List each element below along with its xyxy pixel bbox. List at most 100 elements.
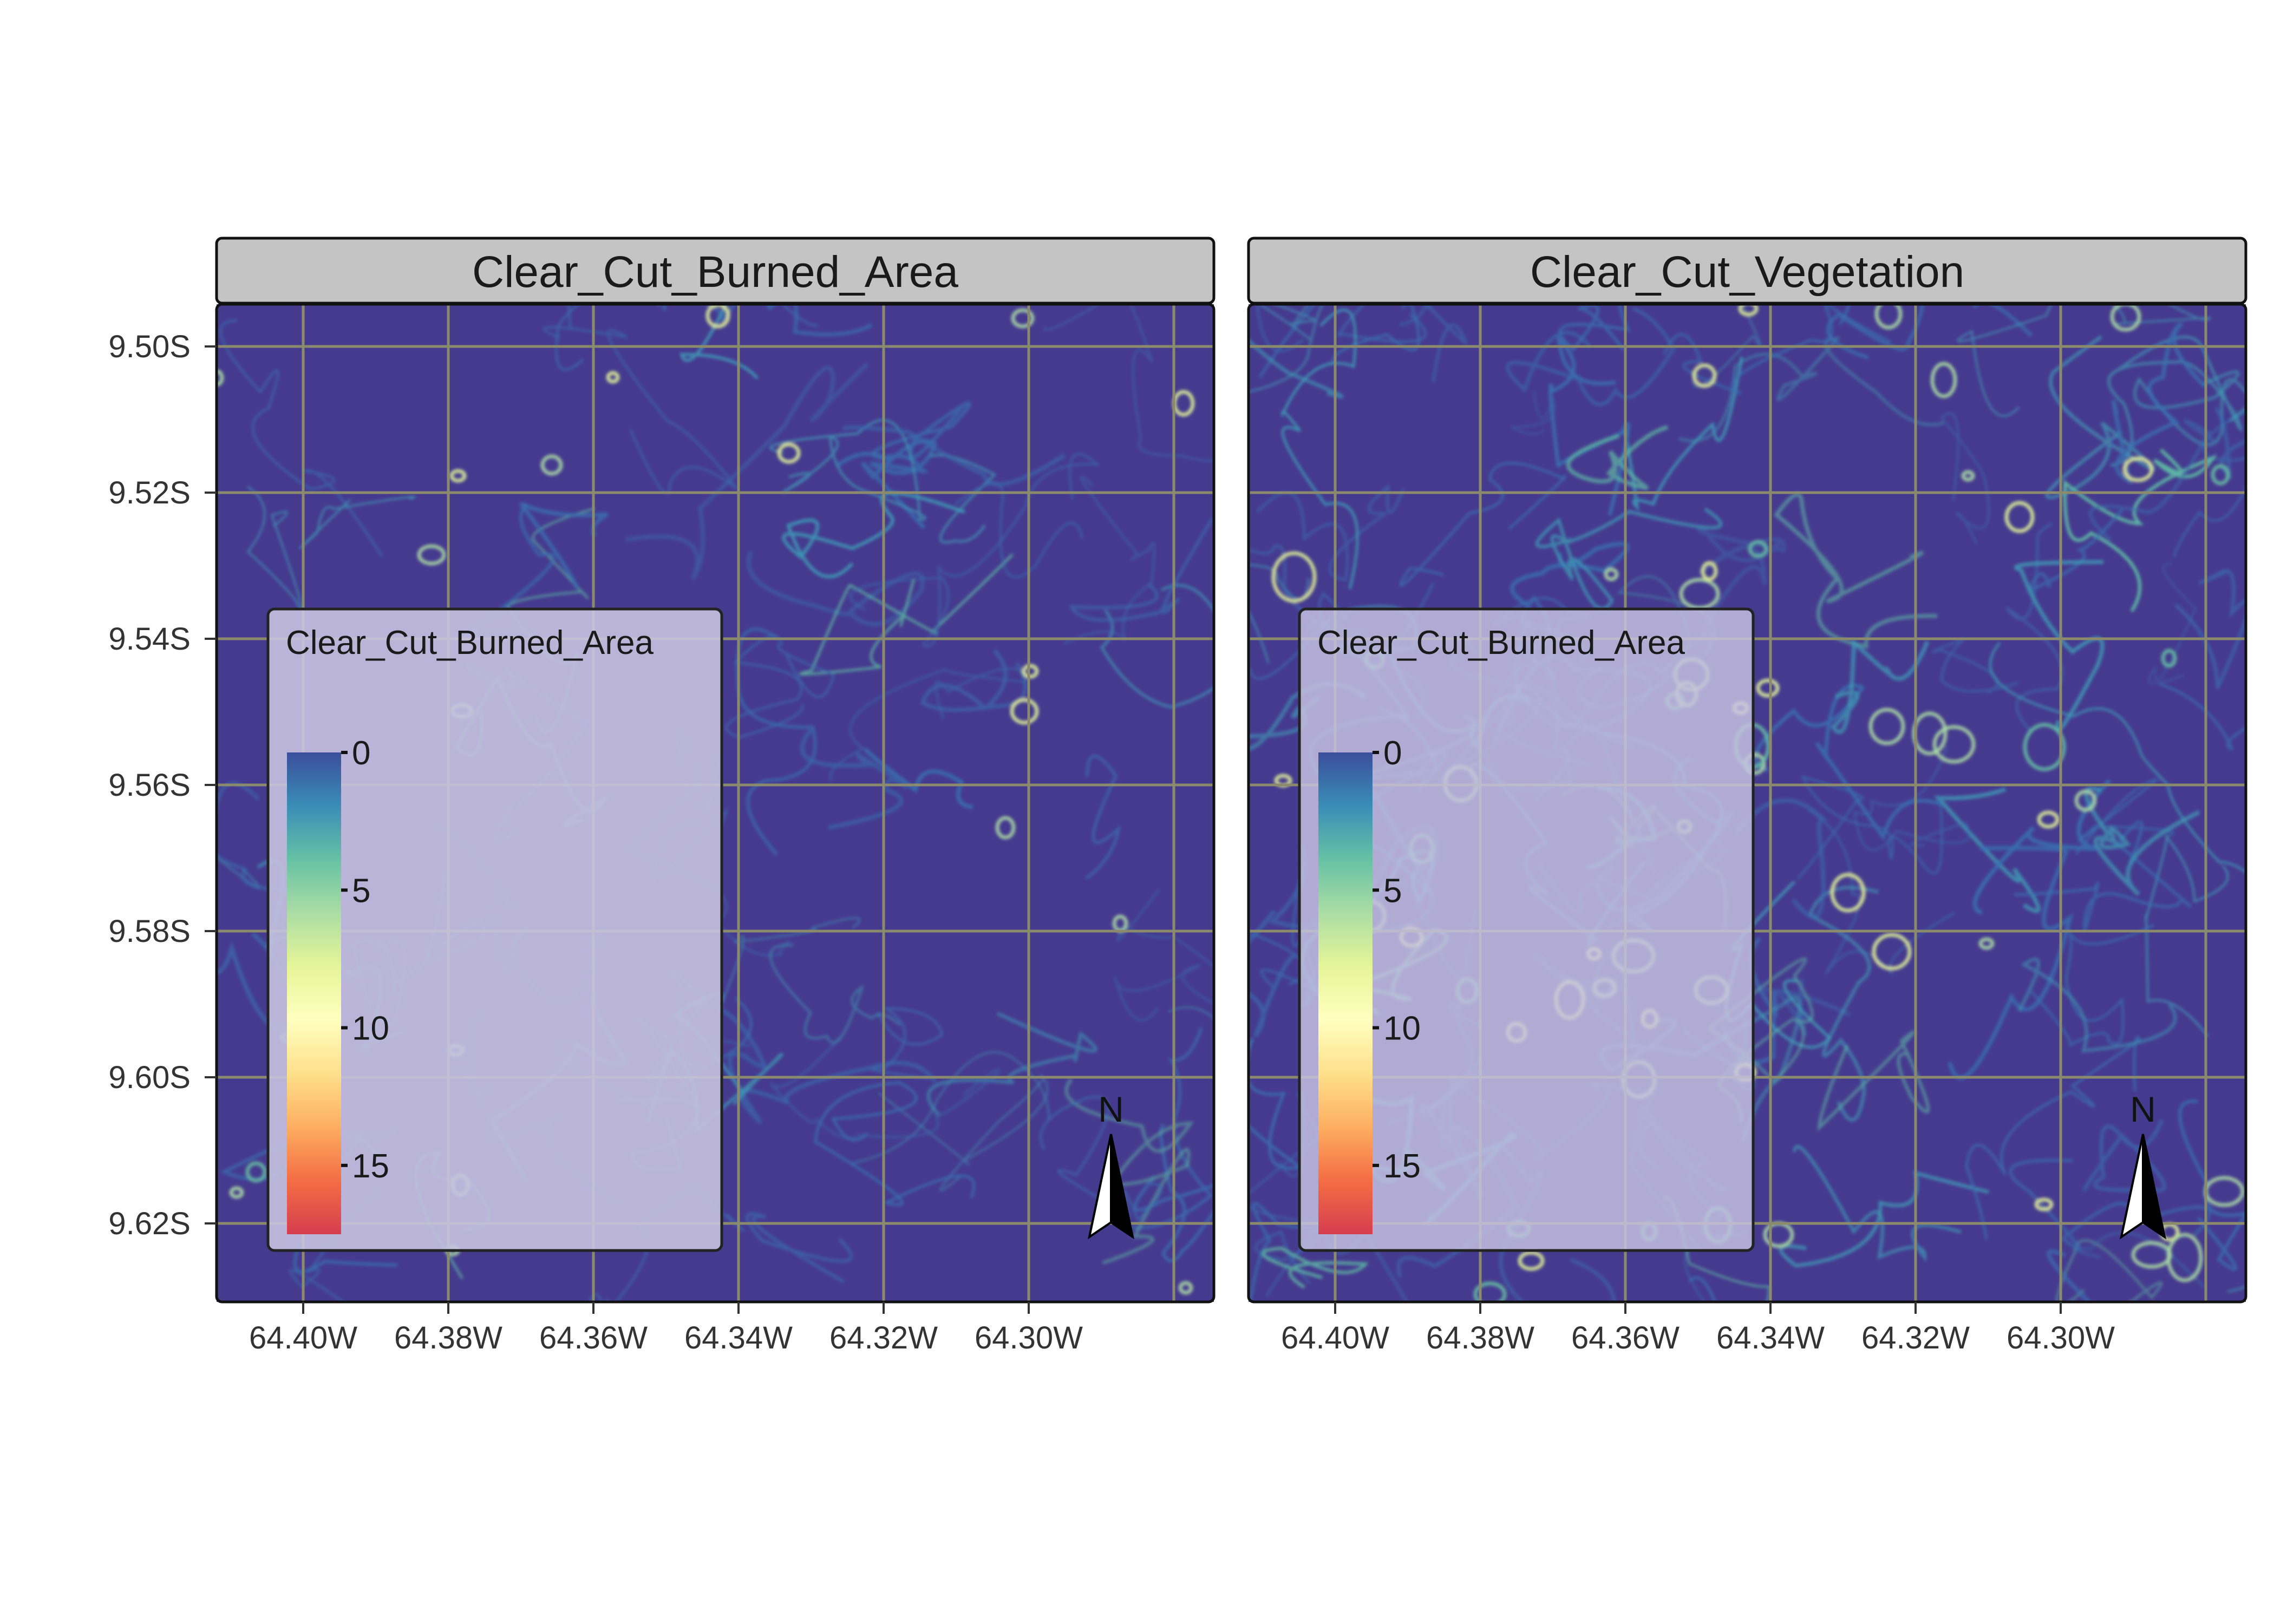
raster-patch — [1912, 711, 1948, 756]
raster-patch — [1830, 873, 1866, 913]
raster-channel — [1043, 304, 1214, 462]
raster-channel — [1506, 307, 1676, 407]
raster-patch — [1961, 470, 1975, 482]
raster-channel — [851, 1051, 1050, 1164]
raster-channel — [1063, 476, 1155, 645]
raster-patch — [606, 371, 620, 384]
raster-channel — [782, 491, 966, 579]
raster-channel — [1558, 304, 1631, 351]
x-axis-left: 64.40W 64.38W 64.36W 64.34W 64.32W 64.30W — [249, 1302, 1083, 1355]
x-tick-label: 64.34W — [684, 1320, 793, 1355]
raster-channel — [837, 438, 938, 529]
x-tick-label: 64.30W — [975, 1320, 1083, 1355]
legend-tick-label: 5 — [1383, 872, 1402, 909]
legend-title: Clear_Cut_Burned_Area — [1317, 624, 1685, 662]
x-tick-label: 64.36W — [1571, 1320, 1680, 1355]
raster-patch — [1978, 937, 1995, 950]
raster-patch — [2023, 723, 2066, 771]
raster-channel — [1337, 304, 1468, 383]
y-axis: 9.50S 9.52S 9.54S 9.56S 9.58S 9.60S 9.62S — [108, 329, 217, 1241]
raster-patch — [1872, 933, 1912, 971]
north-label: N — [2130, 1089, 2156, 1129]
raster-channel — [1853, 745, 1971, 851]
raster-channel — [2047, 1249, 2092, 1302]
raster-patch — [1022, 664, 1039, 679]
legend-tick-label: 0 — [1383, 735, 1402, 772]
raster-patch — [1518, 1250, 1545, 1271]
y-tick-label: 9.60S — [108, 1060, 191, 1095]
raster-channel — [1663, 304, 1892, 395]
raster-channel — [2063, 448, 2217, 612]
raster-channel — [1249, 338, 1344, 399]
raster-patch — [2131, 1241, 2172, 1269]
raster-channel — [1100, 584, 1214, 709]
strip-title: Clear_Cut_Vegetation — [1530, 247, 1964, 297]
raster-channel — [747, 551, 925, 626]
raster-channel — [1281, 309, 1359, 590]
raster-patch — [1932, 725, 1976, 764]
raster-patch — [1701, 561, 1718, 581]
north-label: N — [1098, 1089, 1124, 1129]
x-tick-label: 64.40W — [1281, 1320, 1389, 1355]
y-tick-label: 9.62S — [108, 1206, 191, 1241]
north-arrow-right-half — [1110, 1134, 1134, 1240]
raster-channel — [2075, 779, 2174, 855]
raster-channel — [1262, 1247, 1369, 1289]
raster-patch — [1756, 678, 1780, 698]
raster-patch — [2004, 501, 2035, 533]
panel-burned-area: Clear_Cut_Burned_Area Clear_Cut_Burned_A… — [215, 237, 1216, 1304]
raster-channel — [2074, 1231, 2207, 1290]
strip-title: Clear_Cut_Burned_Area — [472, 247, 958, 297]
raster-channel — [2005, 522, 2064, 733]
raster-patch — [1748, 540, 1768, 558]
raster-channel — [800, 728, 909, 830]
x-tick-label: 64.32W — [829, 1320, 938, 1355]
raster-channel — [1734, 798, 1828, 919]
raster-channel — [1808, 886, 1879, 1122]
raster-patch — [449, 469, 467, 483]
raster-channel — [2017, 958, 2177, 1053]
legend: Clear_Cut_Burned_Area 0 5 10 15 — [1298, 607, 1755, 1252]
raster-patch — [1930, 362, 1957, 398]
raster-channel — [1774, 493, 1938, 649]
raster-channel — [2107, 336, 2243, 467]
raster-patch — [245, 1161, 267, 1183]
legend-tick-label: 5 — [352, 872, 370, 909]
raster-channel — [2088, 419, 2219, 541]
raster-channel — [1249, 909, 1297, 1038]
raster-channel — [1940, 412, 1990, 545]
raster-channel — [1535, 507, 1723, 611]
raster-patch — [1178, 1281, 1193, 1295]
raster-patch — [417, 544, 446, 566]
legend-box — [1298, 607, 1755, 1252]
raster-patch — [1011, 308, 1035, 329]
north-arrow: N — [2120, 1089, 2166, 1240]
raster-channel — [2082, 1119, 2167, 1192]
y-tick-label: 9.50S — [108, 329, 191, 364]
raster-channel — [829, 667, 1028, 782]
raster-channel — [1040, 1096, 1163, 1222]
raster-channel — [1972, 779, 2111, 915]
raster-channel — [684, 1001, 937, 1124]
raster-channel — [1797, 775, 1943, 880]
raster-patch — [2161, 649, 2177, 668]
raster-patch — [540, 454, 563, 476]
y-tick-label: 9.52S — [108, 475, 191, 510]
panel-border — [215, 303, 1216, 1304]
raster-patch — [229, 1186, 244, 1199]
raster-channel — [769, 419, 926, 521]
raster-channel — [2148, 563, 2197, 684]
raster-channel — [746, 1212, 853, 1284]
raster-channel — [246, 486, 303, 611]
raster-channel — [1792, 1144, 1962, 1262]
raster-patch — [2037, 810, 2060, 829]
raster-channel — [769, 1036, 1001, 1140]
raster-channel — [2084, 786, 2200, 896]
legend-tick-label: 10 — [1383, 1010, 1421, 1047]
raster-channel — [849, 453, 1101, 647]
raster-patch — [1874, 304, 1903, 330]
raster-channel — [1399, 462, 1567, 587]
raster-channel — [1256, 483, 1405, 581]
x-tick-label: 64.38W — [394, 1320, 502, 1355]
